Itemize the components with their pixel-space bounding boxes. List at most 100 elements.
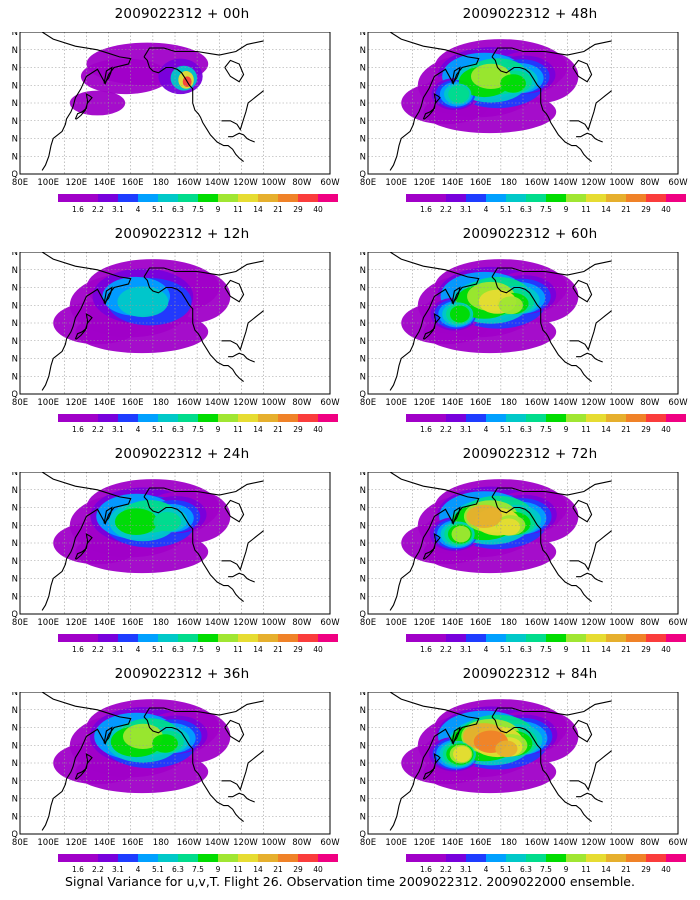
colorbar-swatch bbox=[318, 854, 338, 862]
lat-label: 0N bbox=[360, 795, 366, 805]
lat-label: 0N bbox=[12, 372, 18, 382]
lat-label: 0N bbox=[12, 504, 18, 514]
lat-label: 0N bbox=[12, 152, 18, 162]
colorbar-label: 29 bbox=[641, 865, 651, 874]
lon-label: 140W bbox=[553, 618, 578, 628]
colorbar-label: 5.1 bbox=[500, 425, 512, 434]
colorbar-label: 14 bbox=[253, 645, 263, 654]
colorbar-swatch bbox=[546, 634, 566, 642]
lat-label: 0N bbox=[360, 812, 366, 822]
colorbar-swatch bbox=[506, 634, 526, 642]
colorbar-label: 14 bbox=[253, 865, 263, 874]
colorbar-swatch bbox=[466, 414, 486, 422]
panel-title: 2009022312 + 00h bbox=[114, 6, 250, 22]
lat-label: 0N bbox=[12, 795, 18, 805]
lat-label: EQ bbox=[360, 170, 366, 180]
lat-label: 0N bbox=[12, 301, 18, 311]
colorbar-label: 7.5 bbox=[192, 205, 204, 214]
lat-label: 0N bbox=[360, 724, 366, 734]
colorbar-label: 4 bbox=[484, 425, 489, 434]
colorbar-label: 4 bbox=[136, 865, 141, 874]
colorbar-swatch bbox=[118, 854, 138, 862]
colorbar-swatch bbox=[278, 194, 298, 202]
lat-label: 0N bbox=[360, 117, 366, 127]
colorbar-label: 21 bbox=[273, 425, 283, 434]
lon-label: 140W bbox=[553, 838, 578, 848]
colorbar-label: 29 bbox=[641, 425, 651, 434]
lat-label: 0N bbox=[360, 284, 366, 294]
colorbar-swatch bbox=[198, 414, 218, 422]
colorbar-swatch bbox=[466, 194, 486, 202]
variance-map: EQ 0N 0N 0N 0N 0N 0N 70N 30N 80E 100E 120E 140E 160E 1… bbox=[360, 252, 688, 408]
coastlines bbox=[41, 472, 264, 611]
colorbar-label: 1.6 bbox=[72, 865, 84, 874]
colorbar-swatch bbox=[586, 194, 606, 202]
colorbar: 1.6 2.2 3.1 4 5.1 6.3 7.5 9 11 14 21 29 40 bbox=[406, 854, 686, 874]
colorbar-label: 6.3 bbox=[172, 205, 184, 214]
colorbar-label: 9 bbox=[564, 205, 569, 214]
map-panel: 2009022312 + 48h EQ 0N 0N 0N 0N 0N 0N 70N 30N 80E 1… bbox=[360, 0, 700, 222]
colorbar-label: 4 bbox=[136, 425, 141, 434]
lon-label: 140W bbox=[553, 398, 578, 408]
colorbar-label: 2.2 bbox=[92, 425, 104, 434]
lon-label: 160E bbox=[470, 838, 492, 848]
colorbar-label: 6.3 bbox=[172, 425, 184, 434]
lon-label: 80W bbox=[640, 178, 660, 188]
lon-label: 100W bbox=[261, 398, 286, 408]
colorbar-label: 5.1 bbox=[152, 865, 164, 874]
lat-label: 0N bbox=[12, 777, 18, 787]
colorbar-label: 21 bbox=[621, 865, 631, 874]
colorbar-label: 11 bbox=[581, 645, 591, 654]
colorbar-label: 6.3 bbox=[172, 645, 184, 654]
graticule bbox=[20, 32, 330, 174]
colorbar-label: 3.1 bbox=[460, 865, 472, 874]
coastlines bbox=[41, 252, 264, 391]
colorbar-swatch bbox=[78, 414, 98, 422]
colorbar-swatch bbox=[646, 194, 666, 202]
colorbar-swatch bbox=[546, 854, 566, 862]
colorbar: 1.6 2.2 3.1 4 5.1 6.3 7.5 9 11 14 21 29 40 bbox=[58, 414, 338, 434]
colorbar-swatch bbox=[78, 634, 98, 642]
colorbar-label: 7.5 bbox=[540, 205, 552, 214]
colorbar-label: 29 bbox=[293, 645, 303, 654]
colorbar-swatch bbox=[258, 414, 278, 422]
colorbar-label: 5.1 bbox=[500, 205, 512, 214]
colorbar-swatch bbox=[178, 634, 198, 642]
lon-label: 140E bbox=[442, 618, 464, 628]
lat-label: 30N bbox=[12, 32, 18, 38]
colorbar-swatch bbox=[446, 414, 466, 422]
lat-label: 0N bbox=[360, 741, 366, 751]
colorbar-label: 2.2 bbox=[92, 205, 104, 214]
lon-label: 140W bbox=[553, 178, 578, 188]
colorbar-swatch bbox=[546, 194, 566, 202]
lon-label: 100E bbox=[385, 398, 407, 408]
lat-label: 70N bbox=[360, 706, 366, 716]
lat-label: 0N bbox=[12, 319, 18, 329]
lat-label: 0N bbox=[360, 592, 366, 602]
lon-label: 120W bbox=[233, 398, 258, 408]
colorbar-swatch bbox=[626, 414, 646, 422]
lon-label: 120W bbox=[581, 178, 606, 188]
lon-label: 120E bbox=[414, 618, 436, 628]
colorbar-label: 40 bbox=[661, 425, 671, 434]
colorbar-label: 4 bbox=[136, 205, 141, 214]
colorbar-label: 40 bbox=[313, 205, 323, 214]
lat-label: 0N bbox=[360, 372, 366, 382]
lon-label: 160E bbox=[122, 398, 144, 408]
lat-label: 0N bbox=[12, 741, 18, 751]
lon-label: 160W bbox=[177, 618, 202, 628]
graticule bbox=[20, 692, 330, 834]
colorbar-swatch bbox=[486, 634, 506, 642]
colorbar-swatch bbox=[98, 634, 118, 642]
colorbar-swatch bbox=[298, 634, 318, 642]
colorbar-label: 11 bbox=[581, 865, 591, 874]
colorbar-label: 40 bbox=[313, 645, 323, 654]
lon-label: 100W bbox=[609, 838, 634, 848]
lat-label: 0N bbox=[12, 575, 18, 585]
map-panel: 2009022312 + 00h EQ 0N 0N 0N 0N 0N 0N 70N 30N 80E 1… bbox=[12, 0, 352, 222]
lon-label: 80W bbox=[292, 398, 312, 408]
colorbar-swatch bbox=[586, 854, 606, 862]
lon-label: 160W bbox=[525, 398, 550, 408]
lon-label: 60W bbox=[320, 178, 340, 188]
lon-label: 180 bbox=[153, 838, 169, 848]
